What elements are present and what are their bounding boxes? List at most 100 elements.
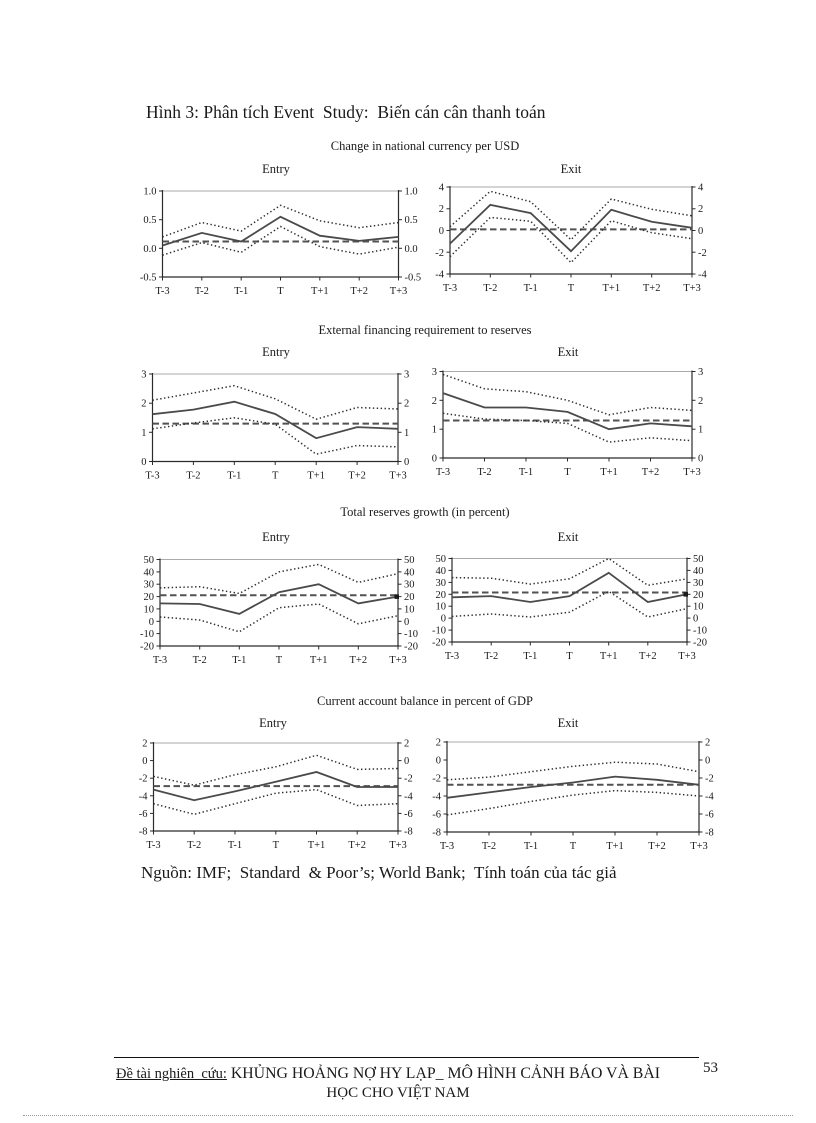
svg-text:0.5: 0.5 <box>405 215 418 226</box>
svg-text:-6: -6 <box>404 809 413 820</box>
svg-text:-6: -6 <box>432 810 441 821</box>
svg-text:2: 2 <box>698 204 703 215</box>
svg-text:4: 4 <box>698 183 704 194</box>
svg-text:20: 20 <box>693 590 704 601</box>
svg-text:-2: -2 <box>139 774 148 785</box>
svg-text:10: 10 <box>693 602 704 613</box>
svg-text:T+3: T+3 <box>683 283 701 294</box>
svg-text:T-1: T-1 <box>234 286 248 297</box>
svg-text:-2: -2 <box>705 774 714 785</box>
svg-text:20: 20 <box>404 592 415 603</box>
svg-text:10: 10 <box>144 604 155 615</box>
svg-text:T+2: T+2 <box>648 841 666 852</box>
svg-text:0: 0 <box>404 617 409 628</box>
svg-text:30: 30 <box>436 578 447 589</box>
svg-text:1: 1 <box>698 425 703 436</box>
svg-text:T: T <box>566 651 573 662</box>
svg-text:0.0: 0.0 <box>405 244 418 255</box>
svg-text:T+1: T+1 <box>606 841 624 852</box>
svg-text:0.5: 0.5 <box>143 215 156 226</box>
svg-text:1: 1 <box>404 428 409 439</box>
svg-text:T-3: T-3 <box>445 651 459 662</box>
svg-text:1: 1 <box>141 428 146 439</box>
svg-text:T-3: T-3 <box>436 467 450 478</box>
svg-text:2: 2 <box>698 396 703 407</box>
svg-text:10: 10 <box>404 604 415 615</box>
svg-text:0: 0 <box>693 614 698 625</box>
svg-text:3: 3 <box>698 367 703 378</box>
svg-text:T+1: T+1 <box>603 283 621 294</box>
svg-text:1.0: 1.0 <box>143 187 156 198</box>
svg-text:T+1: T+1 <box>311 286 329 297</box>
svg-text:-4: -4 <box>698 270 707 281</box>
svg-text:T+2: T+2 <box>348 471 366 482</box>
svg-text:T+2: T+2 <box>350 655 368 666</box>
svg-text:0: 0 <box>149 617 154 628</box>
svg-text:3: 3 <box>141 370 146 381</box>
svg-text:-10: -10 <box>140 629 154 640</box>
svg-text:T-2: T-2 <box>193 655 207 666</box>
svg-text:50: 50 <box>404 555 415 566</box>
svg-text:0: 0 <box>439 226 444 237</box>
svg-text:T: T <box>273 840 280 851</box>
svg-text:-2: -2 <box>435 248 444 259</box>
svg-text:T-2: T-2 <box>186 471 200 482</box>
svg-text:40: 40 <box>144 567 155 578</box>
svg-text:0: 0 <box>404 756 409 767</box>
svg-text:T+3: T+3 <box>690 841 708 852</box>
svg-text:T+1: T+1 <box>307 471 325 482</box>
svg-text:-20: -20 <box>404 642 418 653</box>
svg-text:30: 30 <box>693 578 704 589</box>
svg-text:2: 2 <box>141 399 146 410</box>
svg-text:-0.5: -0.5 <box>140 273 157 284</box>
svg-text:0.0: 0.0 <box>143 244 156 255</box>
svg-text:T-3: T-3 <box>440 841 454 852</box>
svg-text:T+3: T+3 <box>390 286 408 297</box>
svg-text:T+3: T+3 <box>389 471 407 482</box>
svg-text:50: 50 <box>144 555 155 566</box>
svg-text:T: T <box>276 655 283 666</box>
svg-text:T-3: T-3 <box>146 840 160 851</box>
svg-text:40: 40 <box>693 566 704 577</box>
svg-text:20: 20 <box>144 592 155 603</box>
svg-text:T-2: T-2 <box>483 283 497 294</box>
svg-text:T-1: T-1 <box>523 651 537 662</box>
svg-text:-4: -4 <box>139 791 148 802</box>
svg-text:2: 2 <box>142 739 147 750</box>
svg-text:30: 30 <box>404 580 415 591</box>
svg-text:0: 0 <box>705 756 710 767</box>
svg-text:-20: -20 <box>432 638 446 649</box>
svg-text:2: 2 <box>404 399 409 410</box>
svg-text:T-3: T-3 <box>443 283 457 294</box>
svg-text:1.0: 1.0 <box>405 187 418 198</box>
svg-text:-8: -8 <box>404 827 413 838</box>
svg-text:T: T <box>570 841 577 852</box>
svg-text:0: 0 <box>436 756 441 767</box>
svg-text:2: 2 <box>432 396 437 407</box>
svg-text:2: 2 <box>404 739 409 750</box>
svg-text:T: T <box>277 286 284 297</box>
svg-text:T+3: T+3 <box>389 840 407 851</box>
svg-text:T-3: T-3 <box>145 471 159 482</box>
svg-text:T-1: T-1 <box>228 840 242 851</box>
svg-text:T-3: T-3 <box>155 286 169 297</box>
svg-text:0: 0 <box>441 614 446 625</box>
svg-text:10: 10 <box>436 602 447 613</box>
svg-text:-4: -4 <box>404 791 413 802</box>
svg-text:T-1: T-1 <box>524 841 538 852</box>
svg-text:-8: -8 <box>139 827 148 838</box>
svg-text:20: 20 <box>436 590 447 601</box>
svg-text:50: 50 <box>436 554 447 565</box>
svg-text:-2: -2 <box>698 248 707 259</box>
svg-text:T-1: T-1 <box>232 655 246 666</box>
svg-text:40: 40 <box>404 567 415 578</box>
svg-text:T-2: T-2 <box>477 467 491 478</box>
svg-text:0: 0 <box>698 454 703 465</box>
svg-text:T-2: T-2 <box>482 841 496 852</box>
svg-text:T+2: T+2 <box>348 840 366 851</box>
svg-text:T-1: T-1 <box>519 467 533 478</box>
svg-text:T-2: T-2 <box>187 840 201 851</box>
svg-text:30: 30 <box>144 580 155 591</box>
svg-text:T: T <box>272 471 279 482</box>
svg-text:0: 0 <box>141 457 146 468</box>
